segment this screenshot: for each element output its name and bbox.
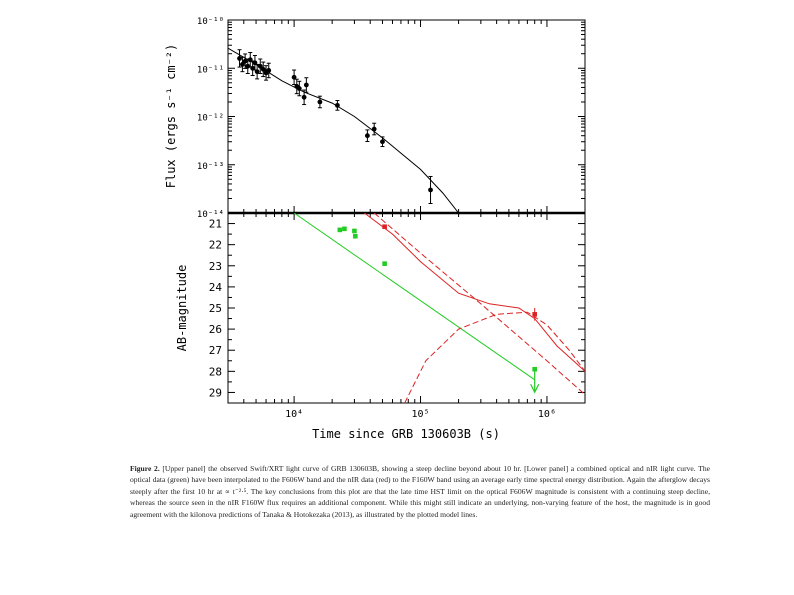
caption-text: [Upper panel] the observed Swift/XRT lig… xyxy=(130,464,710,519)
upper-panel-frame xyxy=(227,19,586,214)
xrt-point xyxy=(301,94,307,100)
optical-point xyxy=(353,233,358,239)
optical-point xyxy=(382,261,387,266)
upper-limit-arrowhead xyxy=(530,383,540,394)
y-tick-label: 10⁻¹¹ xyxy=(197,65,224,75)
kilonova-model-line xyxy=(404,311,585,403)
lower-panel-frame xyxy=(227,212,586,404)
optical-point xyxy=(342,226,347,232)
y-tick-label: 10⁻¹³ xyxy=(197,162,224,172)
y-tick-label: 27 xyxy=(209,344,222,357)
xrt-point xyxy=(291,74,297,80)
xrt-point xyxy=(303,82,309,88)
xrt-point xyxy=(250,65,256,71)
figure-caption: Figure 2. [Upper panel] the observed Swi… xyxy=(130,463,710,520)
upper-y-axis-label: Flux (ergs s⁻¹ cm⁻²) xyxy=(164,44,178,189)
y-tick-label: 25 xyxy=(209,302,222,315)
y-tick-label: 10⁻¹⁰ xyxy=(197,17,224,27)
combined-model-line xyxy=(364,213,585,372)
optical-point xyxy=(352,228,357,234)
nir-point xyxy=(532,312,537,317)
x-tick-label: 10⁶ xyxy=(538,409,556,420)
optical-point xyxy=(532,366,537,372)
xrt-point xyxy=(317,99,323,105)
y-tick-label: 10⁻¹² xyxy=(197,114,224,124)
x-tick-label: 10⁵ xyxy=(411,409,429,420)
lower-ticks: 10⁴ 10⁵ 10⁶ 21 22 23 24 25 26 27 28 29 xyxy=(209,213,586,420)
y-tick-label: 24 xyxy=(209,281,223,294)
xrt-point xyxy=(245,63,251,69)
nir-point xyxy=(382,224,387,230)
xrt-point xyxy=(364,133,370,139)
xrt-point xyxy=(380,139,385,145)
y-tick-label: 21 xyxy=(209,218,222,231)
lower-y-axis-label: AB-magnitude xyxy=(175,265,189,352)
y-tick-label: 10⁻¹⁴ xyxy=(197,210,224,220)
upper-marks xyxy=(228,47,459,213)
lower-marks xyxy=(293,213,585,403)
xrt-point xyxy=(254,69,260,75)
y-tick-label: 26 xyxy=(209,323,222,336)
y-tick-label: 28 xyxy=(209,365,222,378)
afterglow-nIR-model-line xyxy=(373,213,585,395)
optical-point xyxy=(337,227,343,233)
y-tick-label: 22 xyxy=(209,239,222,252)
xrt-point xyxy=(242,58,248,64)
xrt-model-line xyxy=(228,47,459,213)
caption-label: Figure 2. xyxy=(130,464,160,473)
y-tick-label: 23 xyxy=(209,260,222,273)
upper-ticks: 10⁻¹⁰ 10⁻¹¹ 10⁻¹² 10⁻¹³ 10⁻¹⁴ xyxy=(197,17,586,220)
x-tick-label: 10⁴ xyxy=(285,409,303,420)
afterglow-optical-model-line xyxy=(293,213,535,381)
xrt-point xyxy=(428,187,433,193)
x-axis-label: Time since GRB 130603B (s) xyxy=(312,427,500,441)
xrt-point xyxy=(240,62,245,67)
y-tick-label: 29 xyxy=(209,386,222,399)
